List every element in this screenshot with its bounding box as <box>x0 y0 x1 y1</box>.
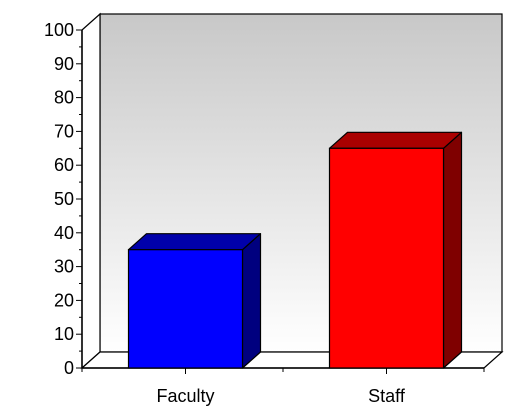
bar-front <box>127 249 244 369</box>
y-tick-label: 80 <box>54 88 74 108</box>
y-tick-label: 20 <box>54 290 74 310</box>
y-tick-label: 40 <box>54 223 74 243</box>
bar-staff <box>328 131 463 369</box>
x-tick-label: Staff <box>368 386 406 406</box>
bar-side <box>241 233 262 369</box>
y-tick-label: 50 <box>54 189 74 209</box>
bar-top <box>127 233 262 251</box>
y-tick-label: 90 <box>54 54 74 74</box>
y-tick-label: 0 <box>64 358 74 378</box>
y-tick-label: 10 <box>54 324 74 344</box>
side-wall <box>81 12 101 370</box>
x-tick-label: Faculty <box>156 386 214 406</box>
y-tick-label: 60 <box>54 155 74 175</box>
y-tick-label: 100 <box>44 20 74 40</box>
y-tick-label: 30 <box>54 257 74 277</box>
bar-faculty <box>127 233 262 369</box>
bar-front <box>328 147 445 369</box>
bar-top <box>328 131 463 149</box>
y-tick-label: 70 <box>54 121 74 141</box>
bar-side <box>442 131 463 369</box>
